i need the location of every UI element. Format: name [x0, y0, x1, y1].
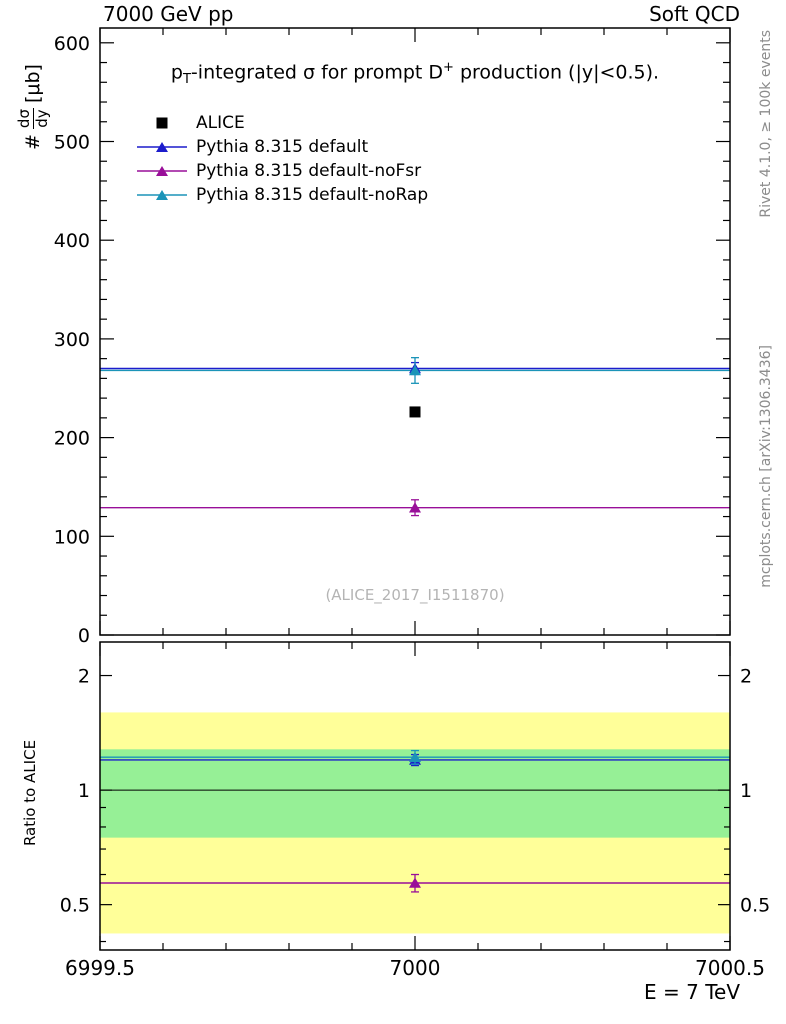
tick-label: 7000.5 [695, 956, 765, 980]
tick-label: 7000 [390, 956, 441, 980]
title-sub-t: T [182, 72, 191, 88]
tick-label: 2 [740, 666, 752, 688]
rivet-version-label: Rivet 4.1.0, ≥ 100k events [758, 30, 774, 218]
legend-item: Pythia 8.315 default-noRap [137, 183, 428, 207]
tick-label: 0.5 [60, 895, 90, 917]
title-tail: production (|y|<0.5). [453, 61, 660, 84]
triangle-marker [409, 877, 421, 888]
line-triangle-marker-icon [137, 190, 187, 200]
legend-triangle [156, 190, 168, 200]
square-marker-icon [156, 117, 168, 129]
tick-label: 600 [54, 33, 90, 55]
legend: ALICE Pythia 8.315 default Pythia 8.315 de… [137, 111, 428, 207]
x-axis-title: E = 7 TeV [644, 980, 740, 1004]
tick-label: 6999.5 [65, 956, 135, 980]
line-triangle-marker-icon [137, 166, 187, 176]
tick-label: 100 [54, 526, 90, 548]
triangle-marker [409, 751, 421, 763]
legend-label: Pythia 8.315 default [196, 137, 369, 157]
title-sup-plus: + [443, 60, 454, 75]
data-marker-square [409, 406, 421, 418]
legend-triangle [156, 142, 168, 152]
tick-label: 200 [54, 428, 90, 450]
legend-item: ALICE [137, 111, 428, 135]
ylabel-denominator: dy [32, 109, 51, 128]
triangle-marker [409, 502, 421, 513]
analysis-id-watermark: (ALICE_2017_I1511870) [325, 586, 505, 604]
legend-label: ALICE [196, 113, 245, 133]
tick-label: 1 [78, 780, 90, 802]
triangle-marker [409, 364, 421, 376]
process-group-label: Soft QCD [649, 2, 740, 26]
legend-triangle [156, 166, 168, 176]
ylabel-hash: # [22, 134, 44, 150]
ylabel-fraction: dσ dy [15, 108, 51, 130]
legend-square [156, 117, 168, 129]
tick-label: 300 [54, 329, 90, 351]
beam-energy-label: 7000 GeV pp [103, 2, 234, 26]
title-p: p [170, 61, 183, 84]
tick-label: 1 [740, 780, 752, 802]
tick-label: 0 [78, 625, 90, 647]
ylabel-unit: [μb] [22, 64, 44, 104]
legend-label: Pythia 8.315 default-noFsr [196, 161, 422, 181]
mcplots-credit-label: mcplots.cern.ch [arXiv:1306.3436] [758, 345, 774, 588]
tick-label: 0.5 [740, 895, 770, 917]
legend-label: Pythia 8.315 default-noRap [196, 185, 429, 205]
tick-label: 2 [78, 666, 90, 688]
legend-item: Pythia 8.315 default [137, 135, 428, 159]
line-triangle-marker-icon [137, 142, 187, 152]
tick-label: 500 [54, 132, 90, 154]
legend-item: Pythia 8.315 default-noFsr [137, 159, 428, 183]
plot-title: pT-integrated σ for prompt D+ production… [171, 60, 659, 87]
y-axis-label: # dσ dy [μb] [15, 64, 51, 150]
tick-label: 400 [54, 230, 90, 252]
ratio-axis-label: Ratio to ALICE [21, 739, 39, 847]
title-mid: -integrated σ for prompt D [190, 61, 444, 84]
ylabel-numerator: dσ [15, 108, 34, 130]
